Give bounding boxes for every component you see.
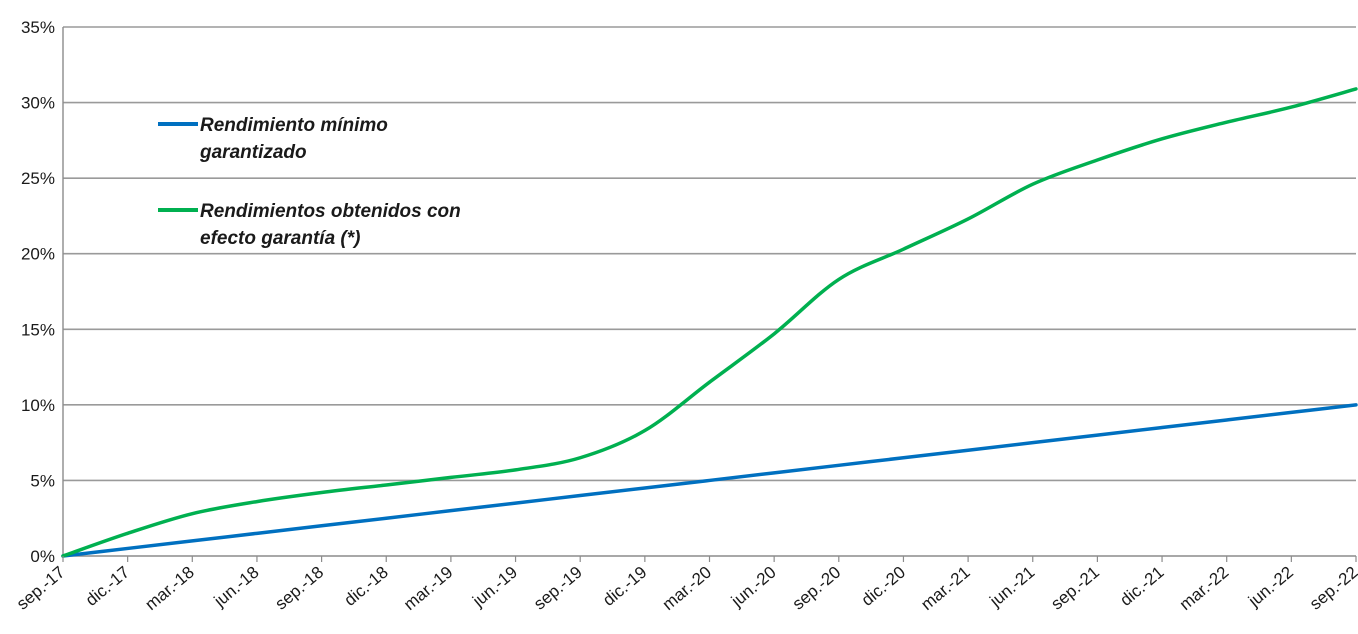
series-lines [61, 87, 1358, 558]
x-tick-label: sep.-21 [1047, 563, 1103, 614]
x-tick-label: sep.-22 [1306, 563, 1358, 614]
x-tick-label: jun.-22 [1244, 563, 1297, 612]
legend: Rendimiento mínimo garantizado Rendimiento… [158, 115, 461, 249]
y-tick-label: 5% [30, 471, 55, 490]
legend-label: Rendimientos obtenidos con [200, 201, 461, 222]
x-tick-label: jun.-19 [468, 563, 521, 612]
y-tick-label: 15% [21, 320, 55, 339]
y-tick-label: 25% [21, 169, 55, 188]
x-tick-label: dic.-20 [858, 563, 909, 610]
x-tick-label: sep.-20 [789, 563, 845, 614]
y-tick-label: 35% [21, 18, 55, 37]
x-tick-label: sep.-17 [13, 563, 69, 614]
x-tick-label: dic.-18 [341, 563, 392, 610]
x-tick-label: mar.-21 [917, 563, 973, 615]
x-tick-label: dic.-19 [599, 563, 650, 610]
y-axis-ticks: 0% 5% 10% 15% 20% 25% 30% 35% [21, 18, 55, 566]
x-tick-label: dic.-17 [82, 563, 133, 610]
y-tick-label: 0% [30, 547, 55, 566]
x-tick-label: jun.-20 [727, 563, 780, 612]
x-tick-label: mar.-18 [142, 563, 198, 615]
x-tick-label: sep.-18 [272, 563, 328, 614]
x-tick-label: jun.-18 [210, 563, 263, 612]
gridlines [63, 26, 1356, 482]
series-line-1 [61, 403, 1358, 558]
x-tick-label: dic.-21 [1116, 563, 1167, 610]
y-tick-label: 20% [21, 245, 55, 264]
legend-label: efecto garantía (*) [200, 228, 360, 249]
y-tick-label: 30% [21, 94, 55, 113]
x-tick-label: mar.-22 [1176, 563, 1232, 615]
x-tick-label: jun.-21 [986, 563, 1039, 612]
series-line-2 [61, 87, 1358, 558]
x-tick-label: sep.-19 [530, 563, 586, 614]
legend-label: Rendimiento mínimo [200, 115, 388, 136]
x-tick-label: mar.-20 [659, 563, 715, 615]
x-axis-ticks: sep.-17 dic.-17 mar.-18 jun.-18 sep.-18 dic.-… [13, 556, 1358, 614]
legend-label: garantizado [199, 142, 307, 163]
x-tick-label: mar.-19 [400, 563, 456, 615]
axes [62, 27, 1356, 557]
y-tick-label: 10% [21, 396, 55, 415]
